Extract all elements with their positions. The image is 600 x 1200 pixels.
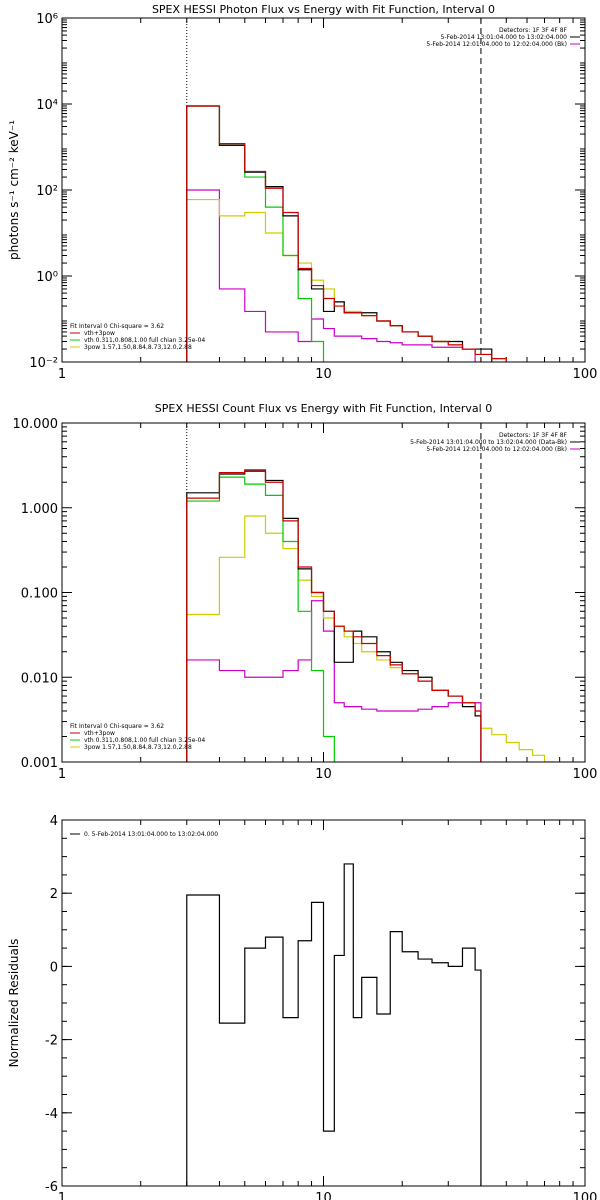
- series-data-line: [186, 105, 493, 362]
- legend-right-text: Detectors: 1F 3F 4F 8F: [499, 27, 568, 34]
- x-tick-label: 100: [573, 767, 598, 782]
- chart-panel-2: SPEX HESSI Count Flux vs Energy with Fit…: [13, 402, 598, 782]
- x-tick-label: 1: [58, 767, 66, 782]
- legend-left-text: vth 0.311,0.808,1.00 full chian 3.25e-04: [84, 337, 205, 344]
- series-background-line: [186, 189, 476, 362]
- legend-right-text: 5-Feb-2014 12:01:04.000 to 12:02:04.000 …: [426, 41, 567, 48]
- series-vth-3pow-line: [186, 105, 507, 362]
- legend-left-text: Fit Interval 0 Chi-square = 3.62: [70, 723, 164, 730]
- plot-frame: [61, 422, 586, 763]
- x-tick-label: 10: [315, 767, 332, 782]
- plot-frame: [61, 17, 586, 363]
- legend-left-text: vth+3pow: [84, 730, 115, 737]
- series-background-line: [186, 600, 482, 762]
- series-3pow-line: [186, 515, 561, 762]
- y-tick-label: 2: [50, 887, 58, 902]
- x-tick-label: 10: [315, 367, 332, 382]
- chart-panel-3: Normalized Residuals 1 10 100 -6 -4 -2 0 2 4 0. 5-…: [7, 814, 597, 1200]
- x-tick-label: 10: [315, 1191, 332, 1200]
- series-3pow-line: [186, 198, 507, 362]
- chart-panel-1: SPEX HESSI Photon Flux vs Energy with Fi…: [7, 3, 598, 382]
- legend-right-text: Detectors: 1F 3F 4F 8F: [499, 432, 568, 439]
- y-tick-label: 0.100: [21, 587, 58, 602]
- y-tick-label: 10.000: [13, 417, 59, 432]
- legend-left-text: vth 0.311,0.808,1.00 full chian 3.25e-04: [84, 737, 205, 744]
- legend-left-text: vth+3pow: [84, 330, 115, 337]
- y-tick-label: -4: [45, 1107, 58, 1122]
- y-tick-label: -6: [45, 1180, 58, 1195]
- legend-left-text: 0. 5-Feb-2014 13:01:04.000 to 13:02:04.0…: [84, 831, 218, 838]
- y-tick-label: 10⁴: [36, 98, 58, 113]
- y-axis-label: photons s⁻¹ cm⁻² keV⁻¹: [7, 120, 21, 260]
- plot-area: [186, 469, 561, 762]
- x-tick-label: 1: [58, 1191, 66, 1200]
- x-tick-label: 100: [573, 367, 598, 382]
- legend-right-text: 5-Feb-2014 13:01:04.000 to 13:02:04.000 …: [410, 439, 567, 446]
- legend-right-text: 5-Feb-2014 13:01:04.000 to 13:02:04.000: [441, 34, 568, 41]
- plot-area: [186, 105, 507, 362]
- y-tick-label: -2: [45, 1034, 58, 1049]
- y-tick-label: 0.001: [21, 756, 58, 771]
- plot-frame: [61, 819, 586, 1187]
- series-vth-3pow-line: [186, 469, 482, 762]
- legend-right-text: 5-Feb-2014 12:01:04.000 to 12:02:04.000 …: [426, 446, 567, 453]
- y-tick-label: 0: [50, 960, 58, 975]
- y-tick-label: 10⁻²: [29, 356, 58, 371]
- legend-left-text: 3pow 1.57,1.50,8.84,8.73,12.0,2.88: [84, 744, 192, 751]
- legend-left-text: Fit Interval 0 Chi-square = 3.62: [70, 323, 164, 330]
- y-axis-label: Normalized Residuals: [7, 939, 21, 1068]
- chart-title: SPEX HESSI Count Flux vs Energy with Fit…: [155, 402, 492, 415]
- plot-area: [186, 863, 482, 1186]
- x-tick-label: 1: [58, 367, 66, 382]
- y-tick-label: 10⁰: [36, 270, 58, 285]
- y-tick-label: 0.010: [21, 671, 58, 686]
- chart-title: SPEX HESSI Photon Flux vs Energy with Fi…: [152, 3, 495, 16]
- series-vth-line: [186, 105, 325, 362]
- y-tick-label: 10²: [36, 184, 58, 199]
- y-tick-label: 4: [50, 814, 58, 829]
- y-tick-label: 10⁶: [36, 12, 58, 27]
- series-residuals-line: [186, 863, 482, 1186]
- x-tick-label: 100: [573, 1191, 598, 1200]
- legend-left-text: 3pow 1.57,1.50,8.84,8.73,12.0,2.88: [84, 344, 192, 351]
- y-tick-label: 1.000: [21, 502, 58, 517]
